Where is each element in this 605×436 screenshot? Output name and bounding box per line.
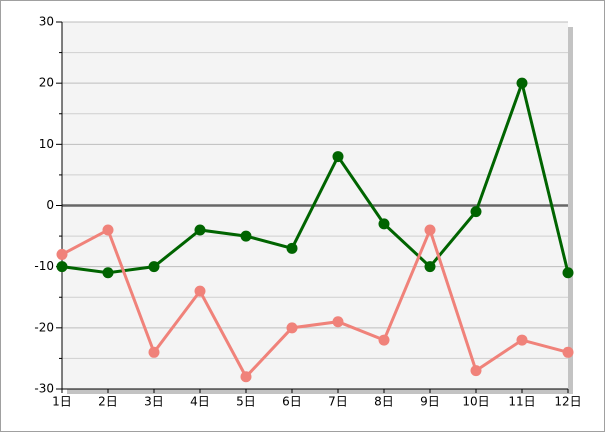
point xyxy=(240,230,252,242)
point xyxy=(332,316,344,328)
series-line xyxy=(61,225,569,380)
y-tick-label: -30 xyxy=(34,382,54,396)
y-tick-label: 10 xyxy=(39,137,54,151)
x-tick-label: 9日 xyxy=(420,395,440,409)
point xyxy=(562,267,574,279)
point xyxy=(470,206,482,218)
point xyxy=(332,151,344,163)
x-tick-label: 6日 xyxy=(282,395,302,409)
x-tick-label: 12日 xyxy=(554,395,581,409)
point xyxy=(102,267,114,279)
y-tick-label: -10 xyxy=(34,259,54,273)
point xyxy=(378,334,390,346)
x-tick-label: 1日 xyxy=(52,395,72,409)
point xyxy=(378,218,390,230)
point xyxy=(240,371,252,383)
point xyxy=(286,322,298,334)
series-line xyxy=(61,77,570,275)
point xyxy=(56,261,68,273)
y-tick-label: 0 xyxy=(46,198,54,212)
y-tick-label: 20 xyxy=(39,76,54,90)
point xyxy=(56,248,68,260)
point xyxy=(286,242,298,254)
y-tick-label: 30 xyxy=(39,15,54,29)
x-tick-label: 8日 xyxy=(374,395,394,409)
x-tick-label: 2日 xyxy=(98,395,118,409)
x-tick-label: 11日 xyxy=(508,395,535,409)
point xyxy=(470,365,482,377)
point xyxy=(562,346,574,358)
x-tick-label: 10日 xyxy=(462,395,489,409)
x-tick-label: 3日 xyxy=(144,395,164,409)
point xyxy=(424,261,436,273)
y-tick-label: -20 xyxy=(34,320,54,334)
point xyxy=(194,224,206,236)
x-tick-label: 7日 xyxy=(328,395,348,409)
x-tick-label: 4日 xyxy=(190,395,210,409)
point xyxy=(148,346,160,358)
point xyxy=(424,224,436,236)
x-tick-label: 5日 xyxy=(236,395,256,409)
point xyxy=(102,224,114,236)
point xyxy=(516,77,528,89)
point xyxy=(194,285,206,297)
point xyxy=(516,334,528,346)
point xyxy=(148,261,160,273)
